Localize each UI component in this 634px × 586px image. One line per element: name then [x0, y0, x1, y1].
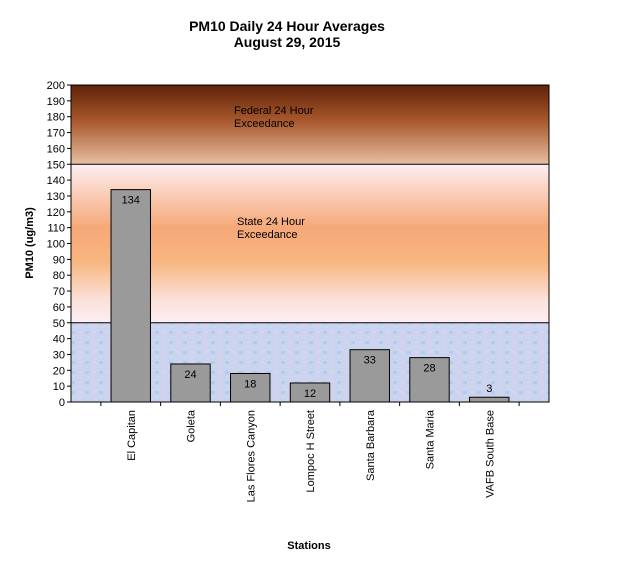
federal-label-line1: Federal 24 Hour [234, 105, 314, 117]
x-tick-label: Goleta [186, 409, 198, 442]
state-label-line1: State 24 Hour [237, 216, 305, 228]
y-tick-label: 0 [59, 397, 65, 409]
bar-value-label: 12 [304, 388, 316, 400]
federal-zone-label: Federal 24 Hour Exceedance [234, 105, 314, 130]
y-tick-label: 170 [47, 128, 65, 140]
bar-el-capitan [110, 189, 151, 403]
y-tick-label: 60 [53, 302, 65, 314]
bars: 134 24 18 12 33 28 3 [110, 189, 510, 403]
state-zone-label: State 24 Hour Exceedance [237, 216, 305, 241]
y-tick-label: 10 [53, 381, 65, 393]
y-tick-label: 80 [53, 270, 65, 282]
y-tick-label: 190 [47, 96, 65, 108]
y-tick-label: 150 [47, 159, 65, 171]
y-tick-label: 180 [47, 112, 65, 124]
bar-value-label: 3 [486, 383, 492, 395]
y-axis: 0 10 20 30 40 50 60 70 80 90 100 110 120 130 140 150 160… [47, 80, 72, 409]
y-tick-label: 100 [47, 239, 65, 251]
federal-exceedance-zone [71, 85, 549, 165]
x-axis: El Capitan Goleta Las Flores Canyon Lompoc … [71, 401, 549, 502]
x-tick-label: Santa Maria [425, 409, 437, 469]
x-axis-label: Stations [287, 540, 330, 552]
x-tick-label: Lompoc H Street [305, 410, 317, 493]
subtitle: August 29, 2015 [234, 34, 341, 50]
federal-label-line2: Exceedance [234, 118, 295, 130]
bar-value-label: 18 [244, 378, 256, 390]
y-tick-label: 200 [47, 80, 65, 92]
bar-santa-barbara [349, 349, 390, 403]
y-tick-label: 160 [47, 143, 65, 155]
title: PM10 Daily 24 Hour Averages [189, 18, 385, 34]
chart-title: PM10 Daily 24 Hour Averages August 29, 2… [189, 18, 385, 50]
bar-value-label: 33 [364, 355, 376, 367]
y-tick-label: 130 [47, 191, 65, 203]
bar-santa-maria [409, 357, 450, 403]
y-tick-label: 90 [53, 254, 65, 266]
y-axis-label: PM10 (ug/m3) [24, 207, 36, 279]
bar-vafb-south-base [469, 396, 510, 403]
x-tick-label: El Capitan [126, 410, 138, 461]
x-tick-label: VAFB South Base [484, 410, 496, 498]
y-tick-label: 30 [53, 349, 65, 361]
y-tick-label: 70 [53, 286, 65, 298]
bar-las-flores-canyon [230, 372, 271, 403]
state-label-line2: Exceedance [237, 229, 298, 241]
bar-goleta [170, 363, 211, 403]
y-tick-label: 50 [53, 318, 65, 330]
y-tick-label: 140 [47, 175, 65, 187]
bar-value-label: 24 [184, 369, 196, 381]
x-tick-label: Santa Barbara [365, 409, 377, 481]
y-tick-label: 40 [53, 334, 65, 346]
x-tick-label: Las Flores Canyon [245, 410, 257, 502]
y-tick-label: 110 [47, 223, 65, 235]
bar-value-label: 134 [122, 195, 140, 207]
bar-value-label: 28 [423, 363, 435, 375]
y-tick-label: 120 [47, 207, 65, 219]
y-tick-label: 20 [53, 365, 65, 377]
